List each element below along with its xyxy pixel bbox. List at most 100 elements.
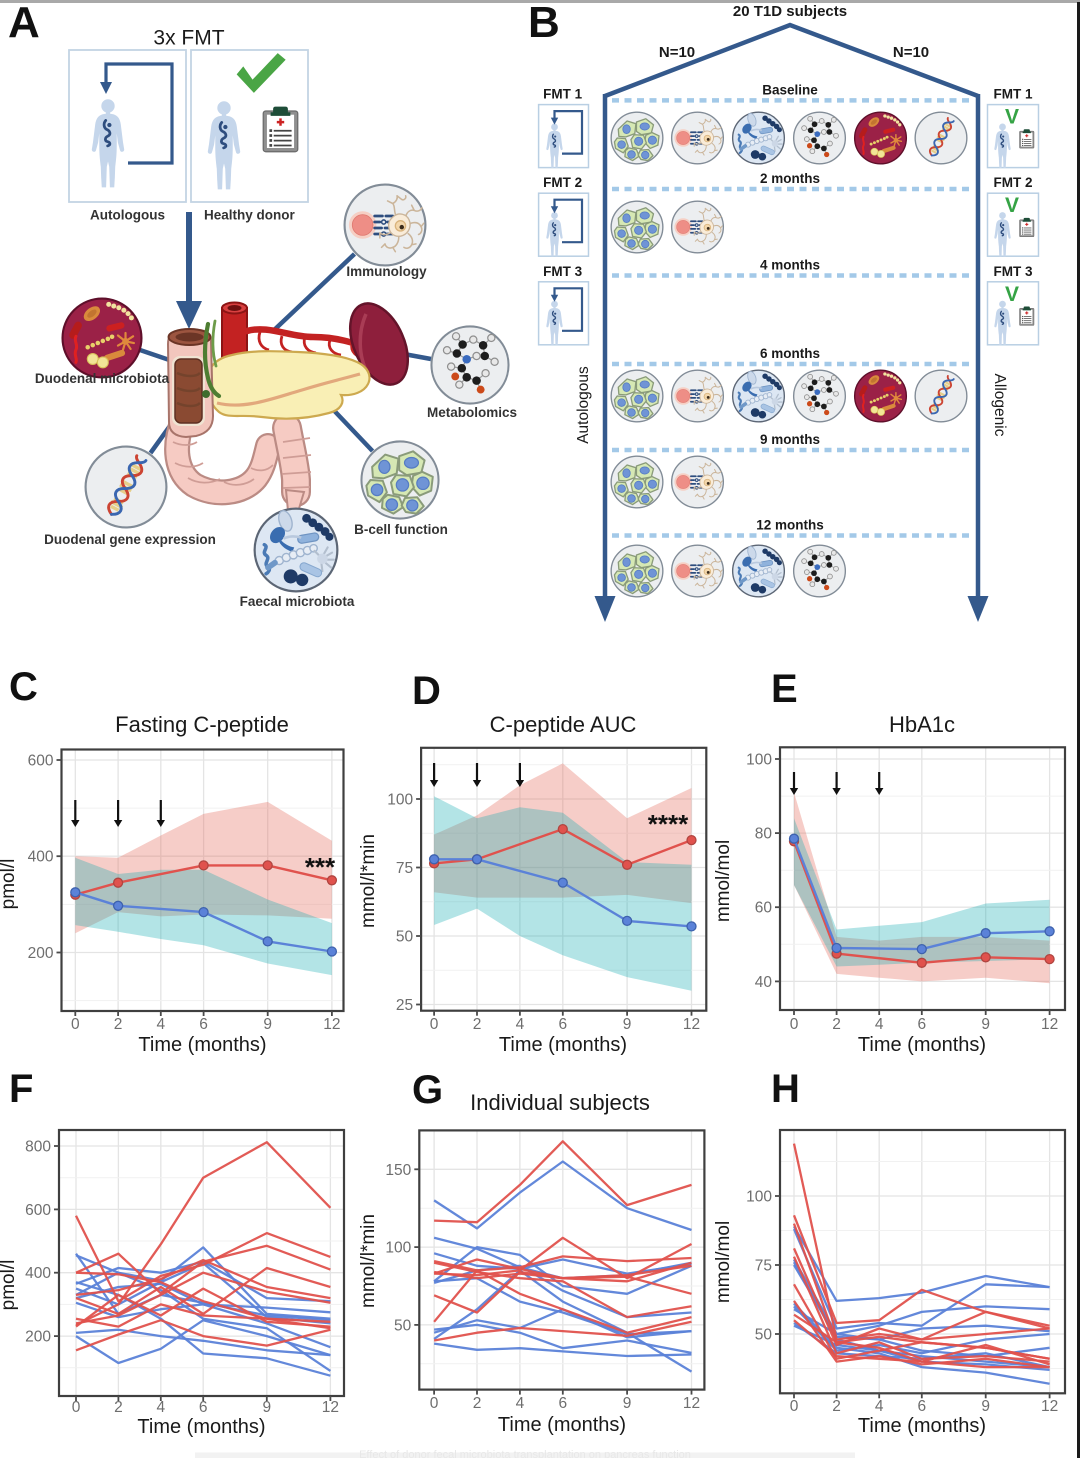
- svg-text:400: 400: [28, 849, 54, 866]
- svg-text:2 months: 2 months: [760, 171, 820, 186]
- svg-text:100: 100: [746, 752, 772, 769]
- svg-text:50: 50: [755, 1327, 773, 1344]
- svg-text:Time (months): Time (months): [858, 1034, 986, 1056]
- svg-text:4 months: 4 months: [760, 258, 820, 273]
- svg-text:Time (months): Time (months): [137, 1416, 265, 1438]
- svg-text:V: V: [1005, 194, 1019, 217]
- svg-text:9: 9: [262, 1399, 271, 1416]
- svg-text:50: 50: [396, 929, 414, 946]
- svg-text:100: 100: [387, 792, 413, 809]
- svg-text:B-cell function: B-cell function: [354, 522, 448, 537]
- svg-text:Duodenal microbiota: Duodenal microbiota: [35, 371, 170, 386]
- svg-text:9: 9: [263, 1016, 272, 1033]
- svg-text:pmol/l: pmol/l: [0, 1260, 19, 1311]
- svg-text:6: 6: [199, 1016, 208, 1033]
- svg-text:2: 2: [473, 1016, 482, 1033]
- svg-text:Fasting C-peptide: Fasting C-peptide: [115, 712, 289, 737]
- svg-text:4: 4: [516, 1395, 525, 1412]
- svg-text:G: G: [412, 1068, 443, 1112]
- svg-text:9: 9: [623, 1016, 632, 1033]
- svg-text:40: 40: [755, 974, 773, 991]
- svg-text:3x FMT: 3x FMT: [153, 27, 224, 50]
- svg-text:N=10: N=10: [659, 44, 695, 61]
- svg-text:Time (months): Time (months): [498, 1414, 626, 1436]
- svg-text:2: 2: [832, 1398, 841, 1415]
- svg-text:75: 75: [755, 1258, 772, 1275]
- svg-text:9: 9: [981, 1016, 990, 1033]
- svg-text:200: 200: [25, 1329, 51, 1346]
- svg-text:100: 100: [746, 1189, 772, 1206]
- svg-text:B: B: [528, 0, 560, 47]
- svg-text:75: 75: [396, 860, 413, 877]
- svg-text:50: 50: [394, 1317, 412, 1334]
- svg-text:Autologous: Autologous: [575, 366, 592, 444]
- svg-text:FMT 1: FMT 1: [994, 87, 1033, 102]
- svg-text:V: V: [1005, 283, 1019, 306]
- svg-text:mmol/l*min: mmol/l*min: [358, 834, 379, 928]
- svg-text:12: 12: [322, 1399, 339, 1416]
- svg-text:HbA1c: HbA1c: [889, 712, 955, 737]
- svg-text:mmol/mol: mmol/mol: [713, 840, 734, 922]
- svg-text:A: A: [8, 0, 40, 47]
- svg-text:2: 2: [832, 1016, 841, 1033]
- svg-text:400: 400: [25, 1265, 51, 1282]
- svg-text:FMT 3: FMT 3: [994, 264, 1033, 279]
- svg-text:150: 150: [385, 1162, 411, 1179]
- svg-text:Individual subjects: Individual subjects: [470, 1090, 650, 1115]
- svg-text:0: 0: [430, 1016, 439, 1033]
- svg-text:Effect of donor fecal microbio: Effect of donor fecal microbiota transpl…: [359, 1449, 691, 1458]
- svg-text:12: 12: [683, 1395, 700, 1412]
- svg-text:4: 4: [875, 1016, 884, 1033]
- svg-text:Time (months): Time (months): [499, 1034, 627, 1056]
- svg-text:FMT 2: FMT 2: [543, 175, 582, 190]
- svg-text:6: 6: [917, 1398, 926, 1415]
- svg-text:100: 100: [385, 1240, 411, 1257]
- svg-text:mmol/mol: mmol/mol: [713, 1221, 734, 1303]
- svg-text:0: 0: [790, 1016, 799, 1033]
- svg-text:9 months: 9 months: [760, 432, 820, 447]
- svg-text:6: 6: [558, 1016, 567, 1033]
- svg-text:Immunology: Immunology: [346, 264, 427, 279]
- svg-text:4: 4: [156, 1399, 165, 1416]
- svg-text:***: ***: [305, 852, 336, 882]
- svg-text:Time (months): Time (months): [858, 1415, 986, 1437]
- svg-text:Baseline: Baseline: [762, 82, 818, 97]
- svg-text:V: V: [1005, 106, 1019, 129]
- svg-text:H: H: [771, 1067, 800, 1111]
- svg-text:6 months: 6 months: [760, 346, 820, 361]
- svg-text:6: 6: [917, 1016, 926, 1033]
- svg-text:0: 0: [790, 1398, 799, 1415]
- svg-text:2: 2: [473, 1395, 482, 1412]
- svg-text:200: 200: [28, 945, 54, 962]
- svg-text:mmol/l*min: mmol/l*min: [358, 1214, 379, 1308]
- svg-text:80: 80: [755, 826, 773, 843]
- svg-text:Faecal microbiota: Faecal microbiota: [240, 594, 355, 609]
- svg-text:12: 12: [1041, 1016, 1058, 1033]
- svg-text:800: 800: [25, 1139, 51, 1156]
- svg-text:0: 0: [430, 1395, 439, 1412]
- svg-text:0: 0: [72, 1399, 81, 1416]
- svg-text:FMT 1: FMT 1: [543, 87, 582, 102]
- svg-text:2: 2: [114, 1399, 123, 1416]
- svg-text:Healthy donor: Healthy donor: [204, 208, 296, 223]
- svg-text:Autologous: Autologous: [90, 208, 165, 223]
- svg-text:F: F: [9, 1067, 33, 1111]
- svg-text:E: E: [771, 667, 798, 711]
- svg-text:Allogenic: Allogenic: [991, 374, 1008, 437]
- svg-text:C-peptide AUC: C-peptide AUC: [490, 712, 637, 737]
- svg-text:25: 25: [396, 997, 413, 1014]
- svg-text:pmol/l: pmol/l: [0, 859, 19, 910]
- svg-text:FMT 2: FMT 2: [994, 175, 1033, 190]
- svg-text:4: 4: [875, 1398, 884, 1415]
- svg-text:600: 600: [28, 753, 54, 770]
- svg-text:60: 60: [755, 900, 773, 917]
- svg-text:0: 0: [71, 1016, 80, 1033]
- svg-text:12 months: 12 months: [756, 518, 824, 533]
- svg-text:600: 600: [25, 1202, 51, 1219]
- svg-text:9: 9: [981, 1398, 990, 1415]
- svg-text:12: 12: [323, 1016, 340, 1033]
- svg-text:N=10: N=10: [893, 44, 929, 61]
- svg-text:12: 12: [683, 1016, 700, 1033]
- svg-text:D: D: [412, 669, 441, 713]
- svg-text:4: 4: [156, 1016, 165, 1033]
